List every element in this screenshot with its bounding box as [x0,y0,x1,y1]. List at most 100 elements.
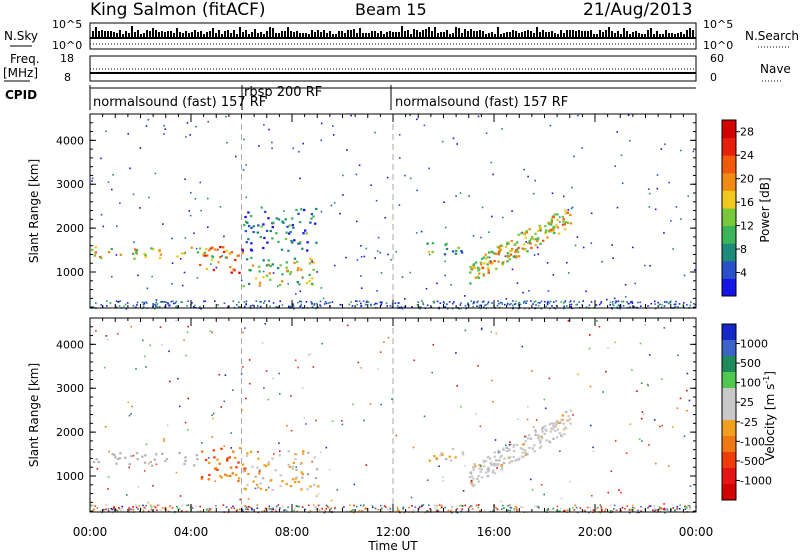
colorbar-frame [721,323,737,501]
speckle-cell [316,271,318,273]
echo-cell [291,224,294,227]
speckle-cell [207,120,209,123]
echo-cell [212,268,216,272]
noise-cell [249,306,252,308]
noise-cell [519,303,522,306]
speckle-cell [672,248,674,250]
speckle-cell [531,488,534,491]
speckle-cell [332,134,335,136]
echo-cell [498,250,501,253]
echo-cell [554,425,558,428]
echo-cell [241,249,244,252]
speckle-cell [100,157,102,160]
echo-cell [478,467,481,470]
speckle-cell [243,138,245,141]
noise-cell [479,304,481,307]
noise-cell [325,302,328,305]
speckle-cell [91,177,94,180]
noise-cell [435,507,437,510]
echo-cell [150,247,153,250]
nsky-bar [635,31,637,38]
speckle-cell [442,480,444,482]
noise-cell [559,510,561,512]
echo-cell [547,230,551,233]
speckle-cell [232,389,234,391]
echo-cell [549,430,552,433]
speckle-cell [558,216,561,218]
noise-cell [124,303,127,306]
speckle-cell [431,371,433,374]
noise-cell [247,509,250,511]
echo-cell [196,458,199,461]
echo-cell [537,229,540,232]
nsky-tick-bottom: 10^0 [52,39,82,52]
noise-cell [311,303,313,305]
noise-cell [677,306,679,308]
echo-cell [196,251,200,254]
noise-cell [150,507,152,510]
noise-cell [143,301,145,304]
noise-cell [664,512,666,514]
speckle-cell [581,147,583,149]
echo-cell [534,232,537,235]
noise-cell [543,300,546,303]
echo-cell [487,470,490,473]
noise-cell [287,506,289,509]
echo-cell [258,469,261,472]
speckle-cell [663,232,665,234]
noise-cell [373,303,376,306]
noise-cell [146,302,148,304]
echo-cell [552,215,555,219]
noise-cell [319,305,322,307]
nsky-bar [509,32,511,38]
colorbar-swatch [722,190,736,209]
echo-cell [314,222,317,225]
echo-cell [537,435,541,438]
speckle-cell [142,339,144,342]
noise-cell [164,305,166,308]
speckle-cell [492,400,494,403]
echo-cell [506,252,510,255]
echo-cell [130,455,133,458]
echo-cell [522,243,526,246]
noise-cell [305,301,308,303]
speckle-cell [187,397,190,400]
echo-cell [310,213,314,216]
speckle-cell [332,125,334,127]
echo-cell [533,444,536,447]
noise-cell [289,305,292,308]
noise-cell [476,504,478,507]
speckle-cell [618,489,620,491]
speckle-cell [634,282,636,285]
speckle-cell [155,463,158,466]
noise-cell [471,505,474,508]
noise-cell [609,301,612,304]
noise-cell [376,302,378,305]
echo-cell [296,281,299,284]
noise-cell [176,305,179,307]
noise-cell [448,301,451,303]
echo-cell [449,459,453,462]
noise-cell [501,508,503,510]
noise-cell [227,306,229,308]
noise-cell [538,506,540,509]
speckle-cell [577,373,579,376]
echo-cell [119,253,123,256]
speckle-cell [352,403,354,406]
echo-cell [555,419,559,422]
noise-cell [275,505,278,508]
colorbar-swatch [722,404,736,421]
speckle-cell [336,489,339,491]
speckle-cell [305,423,307,425]
echo-cell [272,221,275,224]
nsky-bar [164,32,166,38]
echo-cell [539,441,542,444]
speckle-cell [137,274,139,277]
speckle-cell [490,161,493,164]
nsky-bar [194,30,196,38]
noise-cell [451,508,453,511]
speckle-cell [283,210,285,212]
noise-cell [507,302,509,305]
noise-cell [100,304,102,306]
noise-cell [624,507,626,510]
